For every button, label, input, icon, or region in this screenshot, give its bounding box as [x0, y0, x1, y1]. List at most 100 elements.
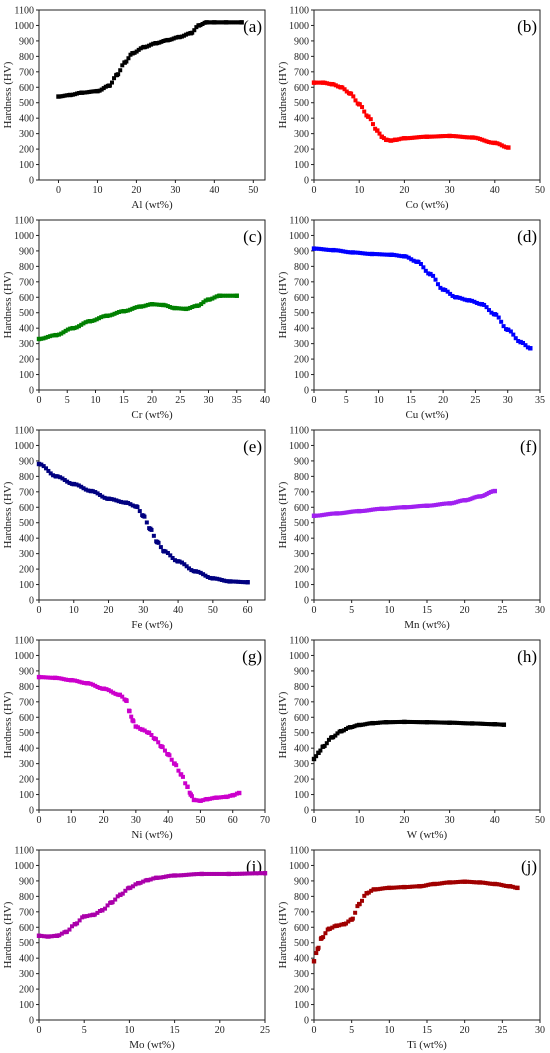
data-point	[53, 332, 59, 338]
data-point	[379, 134, 384, 139]
trail-marker	[121, 500, 126, 505]
trail-marker	[410, 135, 415, 140]
trail-marker	[144, 44, 149, 49]
trail-marker	[480, 721, 485, 726]
y-tick-label: 100	[19, 790, 34, 801]
y-tick-label: 200	[19, 145, 34, 156]
y-tick-label: 0	[29, 806, 34, 817]
trail-marker	[485, 881, 490, 886]
trail-marker	[352, 509, 357, 514]
y-tick-label: 300	[19, 759, 34, 770]
trail-marker	[45, 675, 50, 680]
trail-marker	[171, 36, 176, 41]
trail-marker	[338, 248, 343, 253]
data-point	[477, 880, 482, 885]
trail-marker	[460, 296, 465, 301]
trail-marker	[134, 49, 139, 54]
trail-marker	[364, 508, 369, 513]
trail-marker	[72, 678, 77, 683]
trail-marker	[481, 880, 486, 885]
trail-marker	[163, 303, 168, 308]
trail-marker	[325, 81, 330, 86]
trail-marker	[143, 303, 148, 308]
x-tick-label: 50	[195, 815, 205, 826]
data-point	[36, 933, 42, 938]
data-point	[133, 724, 139, 729]
trail-marker	[120, 891, 125, 896]
x-tick-label: 10	[91, 395, 101, 406]
trail-marker	[480, 137, 485, 142]
trail-marker	[77, 679, 82, 684]
trail-marker	[464, 135, 469, 140]
data-point	[329, 735, 335, 740]
trail-marker	[457, 720, 462, 725]
x-tick-label: 10	[354, 185, 364, 196]
trail-marker	[194, 872, 199, 877]
x-tick-label: 30	[535, 1025, 545, 1036]
trail-marker	[77, 90, 82, 95]
x-tick-label: 20	[215, 1025, 225, 1036]
data-point	[185, 784, 190, 790]
x-tick-label: 25	[497, 605, 507, 616]
trail-marker	[501, 144, 506, 149]
trail-marker	[415, 504, 420, 509]
trail-marker	[48, 675, 53, 680]
x-tick-label: 20	[147, 395, 157, 406]
trail-marker	[183, 781, 188, 786]
trail-marker	[201, 300, 206, 305]
trail-marker	[460, 134, 465, 139]
x-tick-label: 10	[124, 1025, 134, 1036]
trail-marker	[473, 135, 478, 140]
trail-marker	[329, 248, 334, 253]
trail-marker	[194, 798, 199, 803]
y-tick-label: 100	[19, 1000, 34, 1011]
trail-marker	[435, 881, 440, 886]
panel-label: (h)	[517, 647, 537, 666]
trail-marker	[399, 505, 404, 510]
y-tick-label: 200	[294, 775, 309, 786]
trail-marker	[390, 720, 395, 725]
x-tick-label: 30	[503, 395, 513, 406]
y-tick-label: 900	[294, 36, 309, 47]
data-point	[154, 875, 159, 881]
trail-marker	[112, 76, 117, 81]
data-point	[447, 501, 452, 506]
y-tick-label: 300	[294, 759, 309, 770]
trail-marker	[435, 720, 440, 725]
trail-marker	[396, 885, 401, 890]
trail-marker	[408, 136, 413, 141]
trail-marker	[52, 933, 57, 938]
trail-marker	[130, 306, 135, 311]
trail-marker	[413, 504, 418, 509]
trail-marker	[137, 509, 142, 514]
chart-panel-b: 0 100 200 300 400 500 600 700 800 900 1000 1100 0 10 2…	[277, 6, 545, 212]
plot-frame	[38, 9, 266, 181]
data-point	[432, 881, 437, 887]
y-tick-label: 1000	[289, 21, 309, 32]
plot-frame	[313, 849, 541, 1021]
trail-marker	[412, 135, 417, 140]
trail-marker	[210, 796, 215, 801]
trail-marker	[198, 570, 203, 575]
data-point	[315, 946, 320, 952]
data-point	[239, 20, 244, 25]
trail-marker	[101, 314, 106, 319]
trail-marker	[421, 883, 426, 888]
data-point	[204, 20, 209, 25]
trail-marker	[229, 20, 234, 25]
y-tick-label: 200	[294, 145, 309, 156]
trail-marker	[200, 21, 205, 26]
data-point	[193, 569, 198, 574]
data-point	[54, 933, 60, 938]
trail-marker	[156, 302, 161, 307]
data-point	[492, 140, 497, 146]
trail-marker	[237, 871, 242, 876]
trail-marker	[431, 503, 436, 508]
data-point	[350, 250, 355, 255]
data-point	[393, 137, 398, 143]
data-point	[366, 114, 371, 119]
trail-marker	[405, 136, 410, 141]
data-point	[447, 133, 452, 139]
trail-marker	[472, 299, 477, 304]
